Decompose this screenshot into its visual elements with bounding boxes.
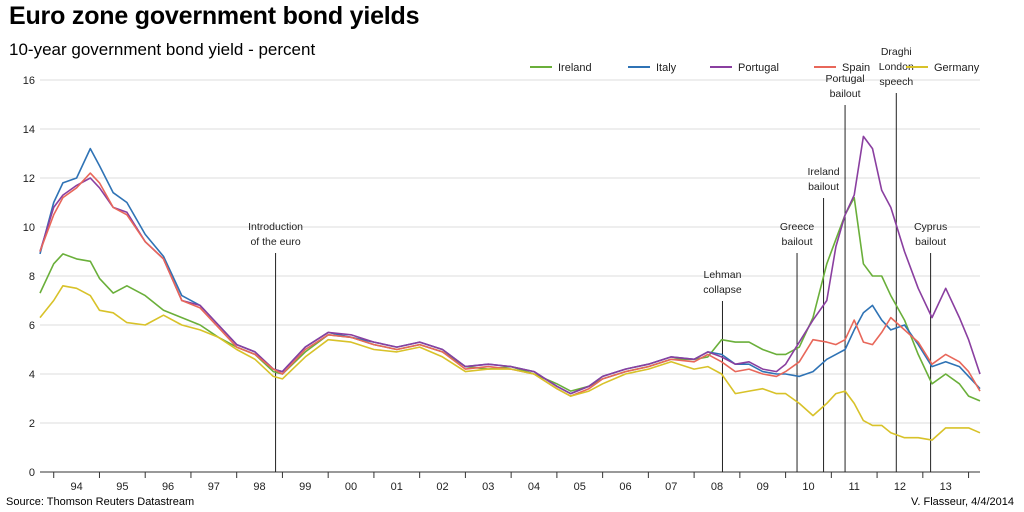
- x-tick-label: 09: [757, 481, 769, 493]
- annotation: Greece bailout: [780, 221, 815, 472]
- x-tick-label: 02: [436, 481, 448, 493]
- legend-label: Portugal: [738, 62, 779, 74]
- annotation: Draghi London speech: [879, 46, 914, 472]
- legend-label: Ireland: [558, 62, 592, 74]
- annotation-label: Cyprus: [914, 221, 947, 233]
- author-credit: V. Flasseur, 4/4/2014: [911, 496, 1014, 508]
- x-tick-label: 94: [70, 481, 82, 493]
- x-tick-label: 05: [574, 481, 586, 493]
- y-tick-label: 6: [29, 320, 35, 332]
- y-tick-label: 14: [23, 124, 35, 136]
- chart-title: Euro zone government bond yields: [9, 2, 420, 30]
- legend-item-spain: Spain: [814, 62, 870, 74]
- legend-item-germany: Germany: [906, 62, 980, 74]
- gridlines: [40, 79, 980, 473]
- x-tick-label: 13: [940, 481, 952, 493]
- annotation-label: bailout: [915, 236, 946, 248]
- event-annotations: Introduction of the euro Lehman collapse Gre…: [248, 46, 947, 472]
- source-note: Source: Thomson Reuters Datastream: [6, 496, 195, 508]
- y-tick-label: 12: [23, 173, 35, 185]
- x-tick-label: 03: [482, 481, 494, 493]
- annotation-label: collapse: [703, 284, 742, 296]
- x-axis: 94 95 96 97 98 99 00 01 02 03 04 05 06 07 08 09 10 11 12 13: [53, 472, 970, 493]
- x-tick-label: 99: [299, 481, 311, 493]
- legend-item-ireland: Ireland: [530, 62, 592, 74]
- x-tick-label: 00: [345, 481, 357, 493]
- legend-item-italy: Italy: [628, 62, 677, 74]
- x-tick-label: 07: [665, 481, 677, 493]
- legend-label: Germany: [934, 62, 980, 74]
- series-line-germany: [39, 284, 981, 441]
- annotation: Introduction of the euro: [248, 221, 303, 472]
- series-line-ireland: [39, 196, 981, 402]
- annotation: Portugal bailout: [826, 73, 865, 472]
- legend-item-portugal: Portugal: [710, 62, 779, 74]
- annotation-label: Portugal: [826, 73, 865, 85]
- annotation-label: Ireland: [808, 166, 840, 178]
- x-tick-label: 04: [528, 481, 540, 493]
- y-tick-label: 10: [23, 222, 35, 234]
- x-tick-label: 01: [391, 481, 403, 493]
- y-tick-label: 16: [23, 75, 35, 87]
- annotation: Ireland bailout: [808, 166, 840, 472]
- y-axis: 0 2 4 6 8 10 12 14 16: [23, 75, 35, 479]
- legend-label: Spain: [842, 62, 870, 74]
- annotation-label: speech: [879, 76, 913, 88]
- x-tick-label: 11: [848, 481, 859, 493]
- annotation-label: bailout: [830, 88, 861, 100]
- x-tick-label: 10: [802, 481, 814, 493]
- series-lines: [39, 135, 981, 441]
- x-tick-label: 96: [162, 481, 174, 493]
- legend: Ireland Italy Portugal Spain Germany: [530, 62, 980, 74]
- y-tick-label: 4: [29, 369, 35, 381]
- annotation-label: London: [879, 61, 914, 73]
- annotation: Lehman collapse: [703, 269, 742, 472]
- x-tick-label: 06: [619, 481, 631, 493]
- annotation-label: of the euro: [250, 236, 300, 248]
- annotation-label: Draghi: [881, 46, 912, 58]
- annotation-label: Introduction: [248, 221, 303, 233]
- x-tick-label: 08: [711, 481, 723, 493]
- y-tick-label: 2: [29, 418, 35, 430]
- annotation-label: bailout: [808, 181, 839, 193]
- x-tick-label: 95: [116, 481, 128, 493]
- annotation-label: bailout: [782, 236, 813, 248]
- legend-label: Italy: [656, 62, 677, 74]
- x-tick-label: 98: [253, 481, 265, 493]
- y-tick-label: 0: [29, 467, 35, 479]
- x-tick-label: 12: [894, 481, 906, 493]
- y-tick-label: 8: [29, 271, 35, 283]
- annotation-label: Greece: [780, 221, 815, 233]
- series-line-spain: [39, 172, 981, 397]
- annotation-label: Lehman: [703, 269, 741, 281]
- x-tick-label: 97: [208, 481, 220, 493]
- chart-subtitle: 10-year government bond yield - percent: [9, 40, 316, 59]
